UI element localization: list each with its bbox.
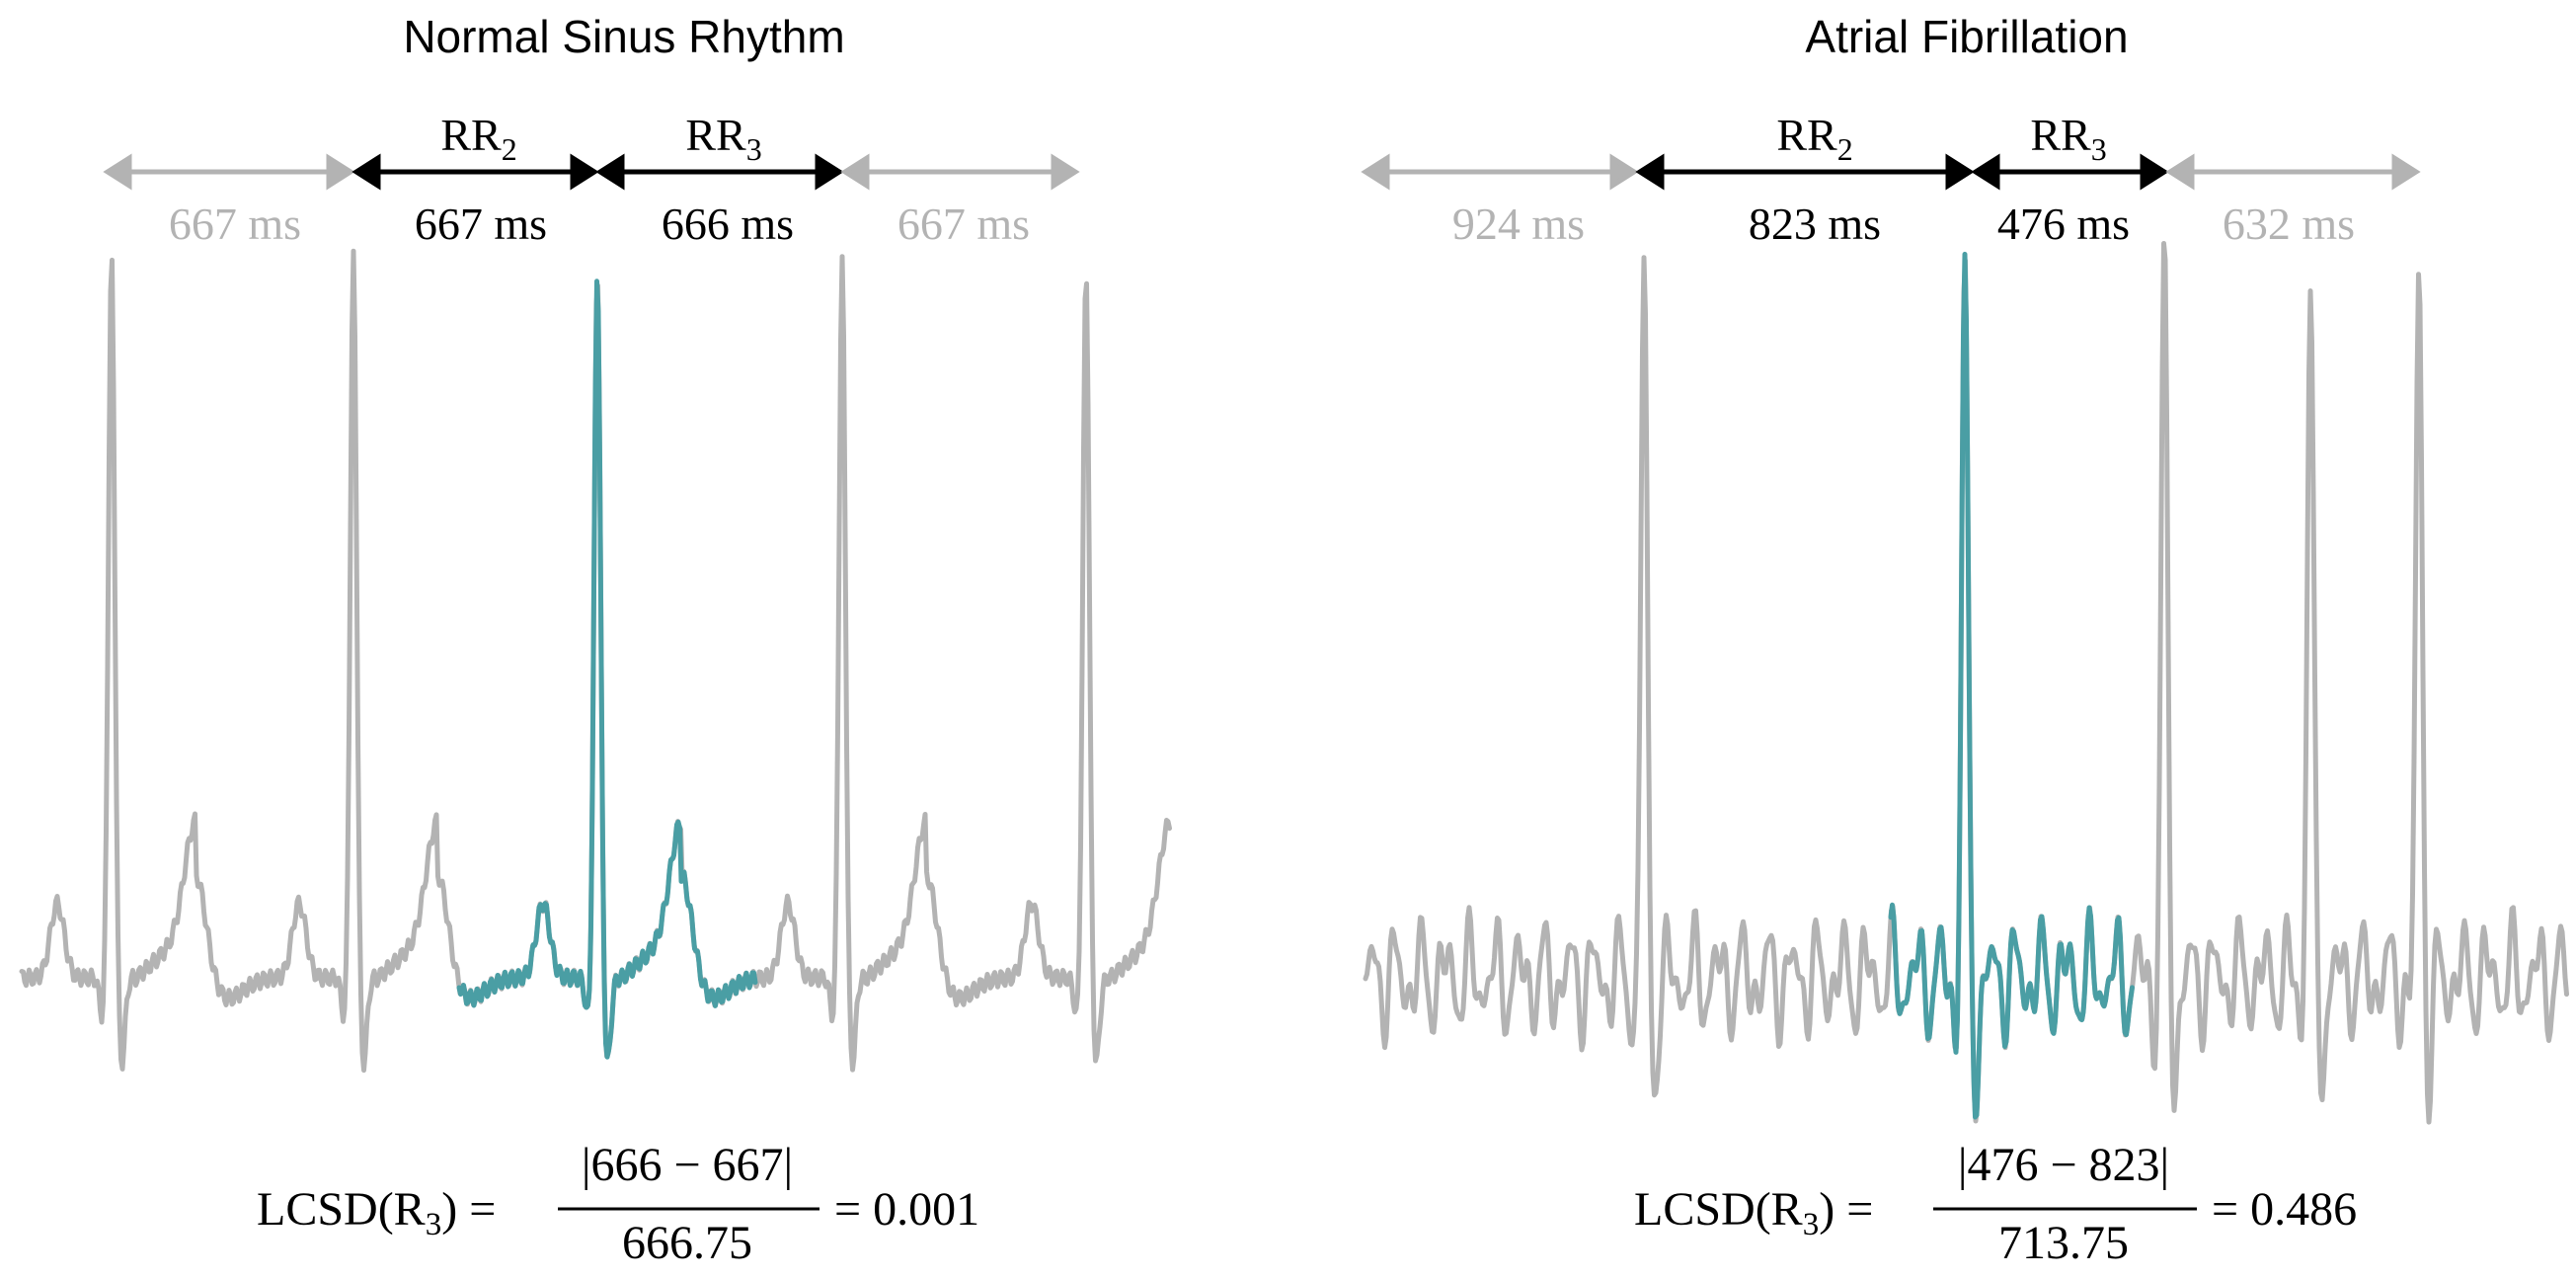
rr2-label: RR2 xyxy=(1776,110,1852,167)
rr-arrows xyxy=(1361,153,2421,191)
formula-lhs: LCSD(R3) = xyxy=(1634,1183,1873,1242)
rr3-label: RR3 xyxy=(2030,110,2106,167)
rr1-arrow xyxy=(103,153,355,191)
rr3-arrow xyxy=(1971,153,2169,191)
panel-atrial-fibrillation: Atrial Fibrillation RR2 RR3 924 ms 823 m… xyxy=(1361,11,2569,1269)
rr2-label: RR2 xyxy=(440,110,516,167)
rr4-arrow xyxy=(840,153,1080,191)
interval-value-rr2: 823 ms xyxy=(1749,199,1881,249)
panel-normal-sinus-rhythm: Normal Sinus Rhythm RR2 RR3 667 ms 667 m… xyxy=(19,11,1172,1269)
formula-result: = 0.001 xyxy=(834,1183,979,1236)
formula-denominator: 713.75 xyxy=(1998,1217,2129,1269)
ecg-trace-highlight xyxy=(456,279,758,1060)
rr1-arrow xyxy=(1361,153,1639,191)
interval-value-rr2: 667 ms xyxy=(415,199,547,249)
interval-value-rr3: 476 ms xyxy=(1997,199,2130,249)
interval-value-rr4: 667 ms xyxy=(898,199,1030,249)
lcsd-formula: LCSD(R3) = |666 − 667| 666.75 = 0.001 xyxy=(257,1139,979,1269)
formula-numerator: |666 − 667| xyxy=(582,1139,793,1191)
interval-value-rr3: 666 ms xyxy=(662,199,794,249)
interval-value-rr1: 924 ms xyxy=(1452,199,1585,249)
rr2-arrow xyxy=(1635,153,1975,191)
panel-title: Normal Sinus Rhythm xyxy=(403,11,844,62)
formula-lhs: LCSD(R3) = xyxy=(257,1183,496,1242)
ecg-trace-highlight xyxy=(1888,251,2135,1120)
formula-numerator: |476 − 823| xyxy=(1958,1139,2169,1191)
rr-arrows xyxy=(103,153,1080,191)
panel-title: Atrial Fibrillation xyxy=(1805,11,2128,62)
formula-result: = 0.486 xyxy=(2212,1183,2357,1236)
rr3-label: RR3 xyxy=(685,110,761,167)
interval-value-rr1: 667 ms xyxy=(169,199,301,249)
rr4-arrow xyxy=(2165,153,2421,191)
rr2-arrow xyxy=(351,153,599,191)
formula-denominator: 666.75 xyxy=(622,1217,752,1269)
rr3-arrow xyxy=(595,153,844,191)
interval-value-rr4: 632 ms xyxy=(2223,199,2355,249)
lcsd-formula: LCSD(R3) = |476 − 823| 713.75 = 0.486 xyxy=(1634,1139,2357,1269)
